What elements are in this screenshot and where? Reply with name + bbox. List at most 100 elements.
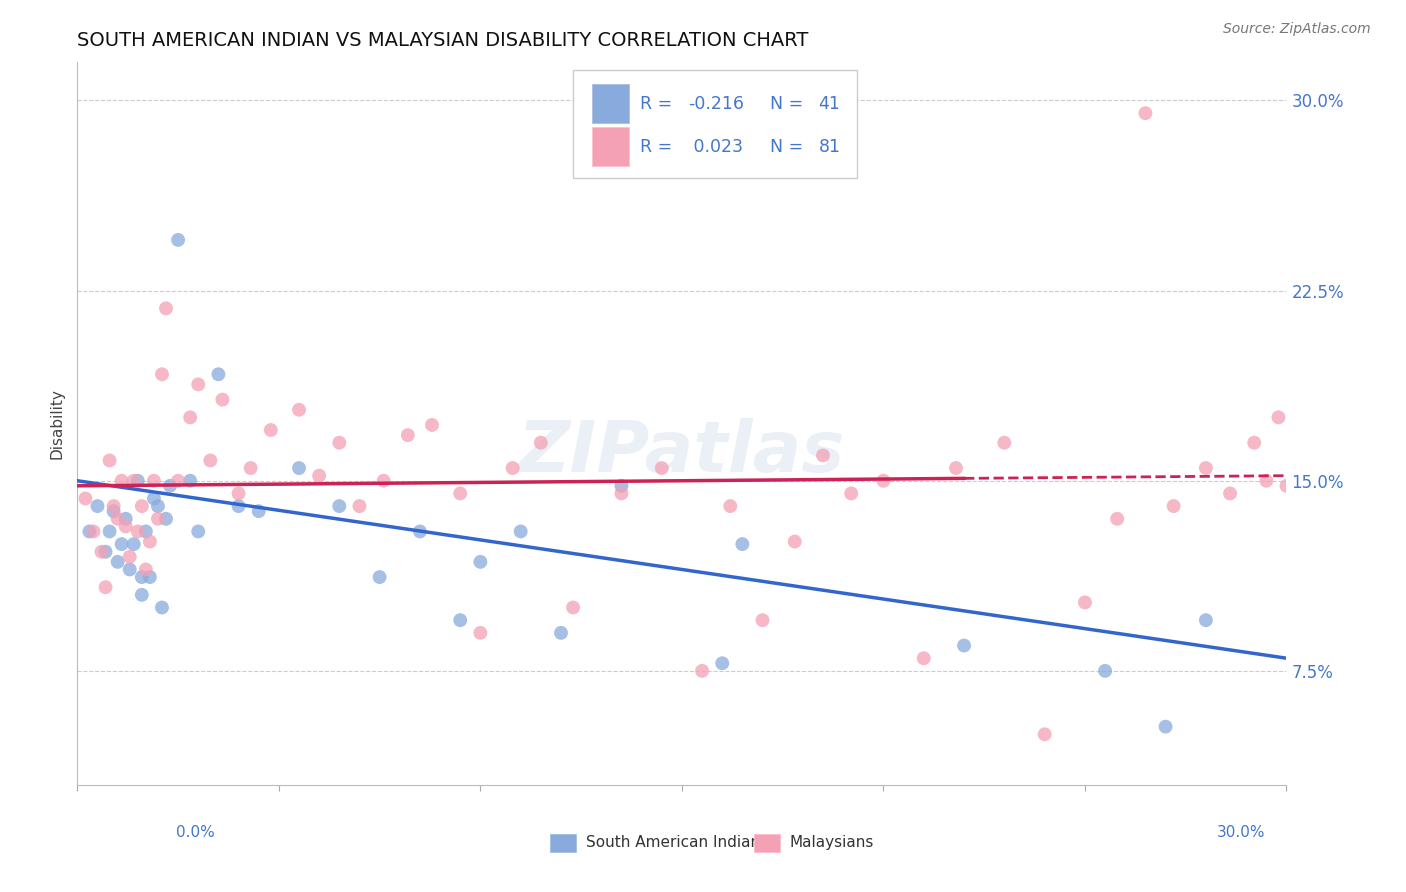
Point <box>1033 727 1056 741</box>
Point <box>470 555 492 569</box>
Point <box>135 524 157 539</box>
Point <box>509 524 531 539</box>
Point <box>167 474 190 488</box>
Point <box>420 417 443 432</box>
Point <box>111 474 134 488</box>
Point <box>1154 720 1177 734</box>
Point <box>179 474 201 488</box>
Point <box>139 534 162 549</box>
Text: Source: ZipAtlas.com: Source: ZipAtlas.com <box>1223 22 1371 37</box>
Point <box>94 545 117 559</box>
Point <box>1219 486 1241 500</box>
Point <box>449 486 471 500</box>
Point <box>945 461 967 475</box>
Point <box>122 474 145 488</box>
Point <box>211 392 233 407</box>
Point <box>562 600 585 615</box>
FancyBboxPatch shape <box>592 84 628 123</box>
Point <box>1336 410 1358 425</box>
Point <box>82 524 104 539</box>
Point <box>449 613 471 627</box>
Point <box>550 625 572 640</box>
Point <box>718 499 741 513</box>
Point <box>1107 512 1129 526</box>
Point <box>155 301 177 316</box>
Text: SOUTH AMERICAN INDIAN VS MALAYSIAN DISABILITY CORRELATION CHART: SOUTH AMERICAN INDIAN VS MALAYSIAN DISAB… <box>77 30 808 50</box>
Point <box>239 461 262 475</box>
Text: 41: 41 <box>818 95 841 112</box>
Point <box>1316 468 1339 483</box>
Point <box>731 537 754 551</box>
FancyBboxPatch shape <box>574 70 858 178</box>
Point <box>530 435 553 450</box>
Point <box>111 537 134 551</box>
Point <box>328 435 350 450</box>
Point <box>783 534 806 549</box>
Point <box>1348 468 1371 483</box>
Point <box>811 449 834 463</box>
Text: South American Indians: South American Indians <box>585 836 768 850</box>
Point <box>1195 613 1218 627</box>
Text: -0.216: -0.216 <box>688 95 744 112</box>
Point <box>155 512 177 526</box>
Point <box>1364 453 1386 467</box>
Text: 0.0%: 0.0% <box>176 825 215 840</box>
Point <box>118 562 141 576</box>
Point <box>103 499 125 513</box>
Point <box>260 423 283 437</box>
Point <box>142 474 165 488</box>
Point <box>368 570 391 584</box>
Point <box>1376 417 1399 432</box>
Point <box>98 524 121 539</box>
Point <box>167 233 190 247</box>
Point <box>228 499 250 513</box>
FancyBboxPatch shape <box>592 128 628 167</box>
Point <box>1323 435 1346 450</box>
Point <box>1243 435 1265 450</box>
Point <box>373 474 395 488</box>
Point <box>135 562 157 576</box>
Point <box>1308 453 1330 467</box>
Point <box>228 486 250 500</box>
Point <box>409 524 432 539</box>
Text: Malaysians: Malaysians <box>790 836 875 850</box>
Point <box>1195 461 1218 475</box>
Point <box>1299 499 1322 513</box>
Point <box>131 570 153 584</box>
Text: 81: 81 <box>818 138 841 156</box>
Point <box>349 499 371 513</box>
Point <box>142 491 165 506</box>
Point <box>207 368 229 382</box>
Point <box>118 549 141 564</box>
Point <box>150 600 173 615</box>
Point <box>1163 499 1185 513</box>
Point <box>75 491 97 506</box>
Point <box>1355 435 1378 450</box>
Point <box>139 570 162 584</box>
Point <box>328 499 350 513</box>
Point <box>79 524 101 539</box>
Point <box>107 555 129 569</box>
Point <box>114 512 136 526</box>
Y-axis label: Disability: Disability <box>49 388 65 459</box>
Point <box>131 588 153 602</box>
Point <box>288 461 311 475</box>
Text: 0.023: 0.023 <box>688 138 742 156</box>
Point <box>90 545 112 559</box>
Point <box>711 657 734 671</box>
Point <box>610 486 633 500</box>
Point <box>690 664 713 678</box>
Point <box>1256 474 1278 488</box>
Point <box>1275 479 1298 493</box>
Point <box>751 613 773 627</box>
Point <box>150 368 173 382</box>
Text: ZIPatlas: ZIPatlas <box>519 418 845 487</box>
Point <box>396 428 419 442</box>
Point <box>200 453 222 467</box>
Point <box>610 479 633 493</box>
Point <box>187 377 209 392</box>
Point <box>146 499 169 513</box>
Text: R =: R = <box>640 138 678 156</box>
Point <box>131 499 153 513</box>
Point <box>502 461 524 475</box>
